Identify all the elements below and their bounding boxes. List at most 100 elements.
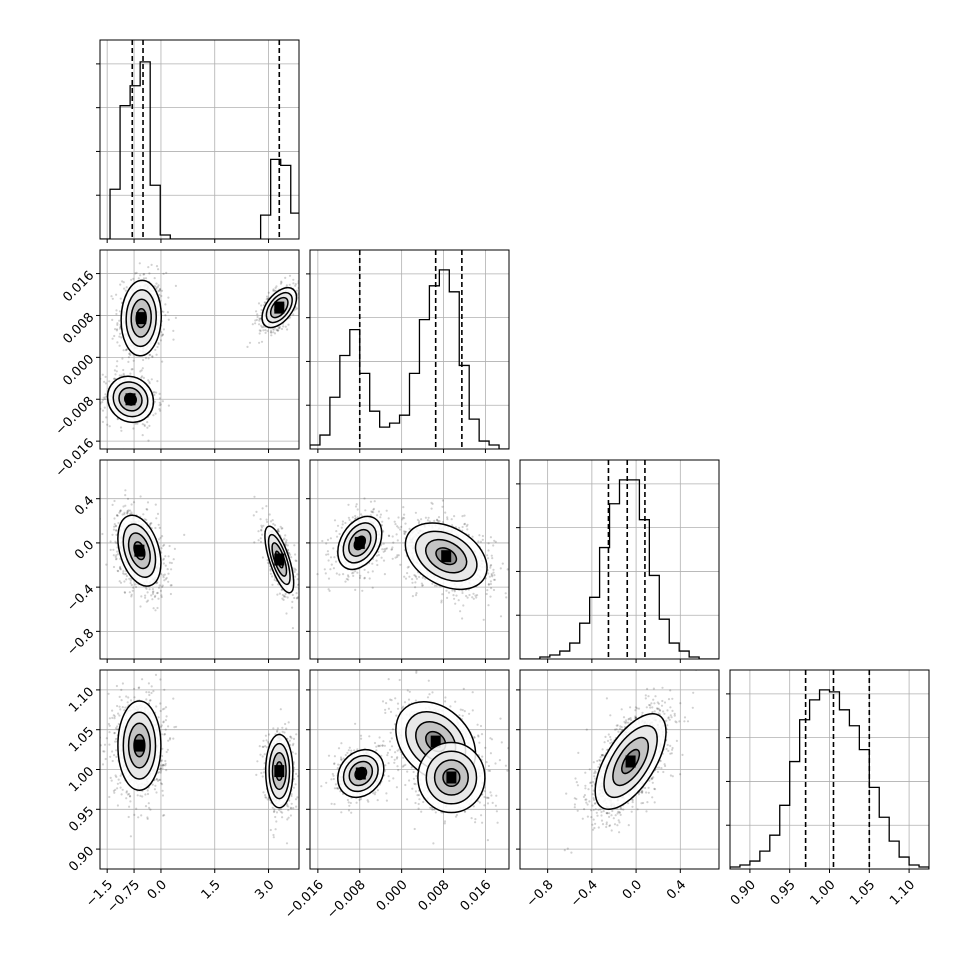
scatter-point xyxy=(446,596,449,600)
scatter-point xyxy=(453,597,456,600)
scatter-point xyxy=(114,540,117,543)
scatter-point xyxy=(130,278,133,281)
scatter-point xyxy=(164,759,167,763)
scatter-point xyxy=(129,582,132,585)
scatter-point xyxy=(123,511,126,514)
hist-panel-0 xyxy=(100,40,299,239)
scatter-point xyxy=(104,393,107,396)
scatter-point xyxy=(325,542,328,545)
scatter-point xyxy=(156,606,159,610)
scatter-point xyxy=(119,510,122,513)
scatter-point xyxy=(264,331,267,334)
scatter-point xyxy=(269,569,272,572)
scatter-point xyxy=(156,591,159,595)
scatter-point xyxy=(142,513,145,516)
scatter-point xyxy=(158,408,161,411)
scatter-point xyxy=(348,518,351,522)
scatter-point xyxy=(352,574,355,578)
scatter-point xyxy=(158,287,162,291)
scatter-point xyxy=(115,329,118,332)
scatter-point xyxy=(112,377,116,380)
scatter-point xyxy=(433,584,436,587)
scatter-point xyxy=(358,576,362,580)
scatter-point xyxy=(420,518,423,521)
scatter-point xyxy=(266,561,270,565)
scatter-point xyxy=(164,706,168,709)
scatter-point xyxy=(393,520,396,523)
scatter-point xyxy=(296,573,299,576)
scatter-point xyxy=(105,737,108,740)
scatter-point xyxy=(418,575,421,579)
scatter-point xyxy=(148,693,151,697)
scatter-point xyxy=(415,592,418,595)
scatter-point xyxy=(363,576,366,580)
scatter-point xyxy=(164,578,167,581)
scatter-point xyxy=(284,276,287,279)
scatter-point xyxy=(437,519,440,523)
scatter-point xyxy=(266,520,269,524)
scatter-point xyxy=(170,568,173,571)
scatter-point xyxy=(269,572,272,575)
scatter-point xyxy=(441,521,444,524)
scatter-point xyxy=(327,588,330,591)
scatter-point xyxy=(119,565,122,568)
scatter-point xyxy=(455,594,458,597)
scatter-point xyxy=(335,572,338,575)
scatter-point xyxy=(461,591,464,595)
scatter-point xyxy=(119,781,122,785)
scatter-point xyxy=(375,559,378,562)
scatter-point xyxy=(113,523,116,526)
scatter-point xyxy=(155,391,158,394)
scatter-point xyxy=(407,565,410,568)
scatter-point xyxy=(113,377,116,380)
scatter-point xyxy=(167,296,170,299)
scatter-point xyxy=(174,316,177,319)
scatter-point xyxy=(166,311,169,314)
scatter-point xyxy=(160,733,163,736)
scatter-point xyxy=(112,548,115,551)
scatter-point xyxy=(116,341,119,344)
scatter-point xyxy=(113,517,116,520)
scatter-point xyxy=(101,409,105,412)
scatter-point xyxy=(258,317,261,320)
scatter-point xyxy=(382,542,385,545)
scatter-point xyxy=(291,606,294,609)
scatter-point xyxy=(128,352,131,355)
scatter-point xyxy=(130,511,133,514)
scatter-point xyxy=(263,301,266,304)
scatter-point xyxy=(126,511,129,514)
scatter-point xyxy=(384,549,387,553)
scatter-point xyxy=(139,274,142,277)
scatter-point xyxy=(106,423,109,426)
scatter-point xyxy=(340,526,343,529)
scatter-point xyxy=(160,547,163,550)
scatter-point xyxy=(287,549,290,552)
scatter-point xyxy=(141,367,144,370)
scatter-point xyxy=(487,604,490,607)
scatter-point xyxy=(255,310,258,313)
scatter-point xyxy=(147,379,150,382)
scatter-point xyxy=(489,564,492,568)
scatter-point xyxy=(101,763,105,766)
scatter-point xyxy=(116,360,119,363)
scatter-point xyxy=(283,537,286,540)
scatter-point xyxy=(166,568,169,571)
scatter-point xyxy=(275,285,278,288)
scatter-point xyxy=(347,578,350,581)
scatter-point xyxy=(157,586,161,589)
scatter-point xyxy=(133,696,136,699)
scatter-point xyxy=(260,529,263,532)
scatter-point xyxy=(327,559,330,562)
scatter-point xyxy=(105,416,108,419)
scatter-point xyxy=(168,544,171,548)
scatter-point xyxy=(157,284,160,287)
scatter-point xyxy=(125,791,128,794)
scatter-point xyxy=(463,514,466,517)
scatter-point xyxy=(294,568,297,572)
scatter-point xyxy=(120,336,123,339)
scatter-point xyxy=(280,527,283,530)
scatter-point xyxy=(295,307,298,310)
scatter-point xyxy=(295,592,298,595)
scatter-point xyxy=(133,687,136,690)
scatter-point xyxy=(128,591,131,594)
